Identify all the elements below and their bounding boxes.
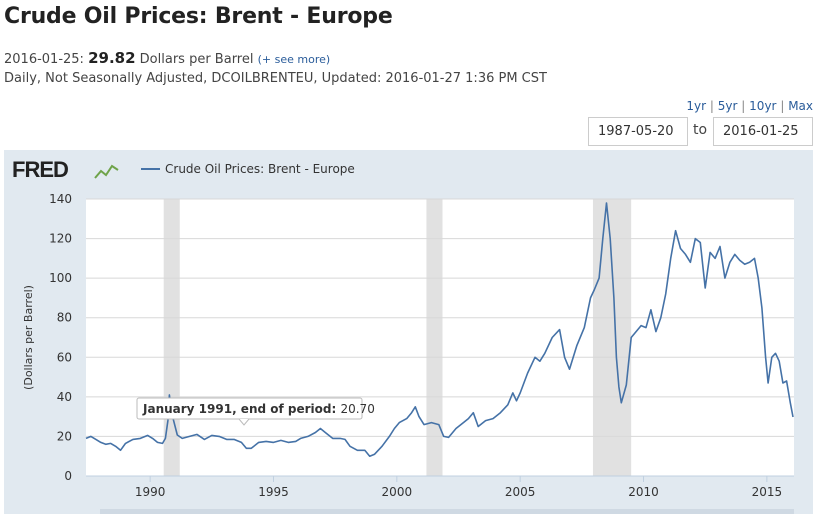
legend-label: Crude Oil Prices: Brent - Europe (165, 162, 355, 176)
x-tick-label: 2010 (628, 485, 659, 499)
range-separator: | (741, 99, 746, 113)
y-tick-label: 120 (49, 232, 72, 246)
to-label: to (693, 122, 708, 138)
series-metadata: Daily, Not Seasonally Adjusted, DCOILBRE… (4, 71, 547, 86)
y-axis-label: (Dollars per Barrel) (22, 285, 35, 390)
x-tick-label: 2000 (382, 485, 413, 499)
fred-graph-icon (94, 164, 119, 179)
range-separator: | (780, 99, 785, 113)
series-line-brent (85, 202, 794, 457)
y-tick-label: 80 (57, 311, 72, 325)
end-date-input[interactable]: 2016-01-25 (713, 117, 813, 146)
y-tick-label: 100 (49, 271, 72, 285)
start-date-input[interactable]: 1987-05-20 (588, 117, 688, 146)
range-1yr-link[interactable]: 1yr (686, 99, 707, 113)
y-tick-label: 20 (57, 429, 72, 443)
tooltip-text: January 1991, end of period: 20.70 (142, 402, 375, 416)
range-navigator[interactable] (100, 509, 794, 514)
tooltip-value: 20.70 (340, 402, 374, 416)
tooltip-box (136, 397, 363, 420)
y-tick-label: 60 (57, 350, 72, 364)
x-tick-label: 2005 (505, 485, 536, 499)
range-max-link[interactable]: Max (788, 99, 813, 113)
observation-date: 2016-01-25: (4, 52, 84, 67)
observation-value: 29.82 (88, 49, 136, 67)
date-range-shortcuts: 1yr | 5yr | 10yr | Max (686, 99, 813, 113)
recession-band (592, 199, 632, 476)
recession-band (426, 199, 443, 476)
page-title: Crude Oil Prices: Brent - Europe (4, 4, 393, 29)
tooltip-pointer (238, 418, 250, 426)
x-tick-label: 1995 (258, 485, 289, 499)
y-tick-label: 40 (57, 390, 72, 404)
x-tick-label: 2015 (752, 485, 783, 499)
y-tick-label: 0 (64, 469, 72, 483)
range-10yr-link[interactable]: 10yr (749, 99, 777, 113)
latest-observation: 2016-01-25: 29.82 Dollars per Barrel (+ … (4, 49, 330, 67)
see-more-link[interactable]: (+ see more) (257, 53, 331, 66)
observation-units: Dollars per Barrel (139, 52, 254, 67)
x-tick-label: 1990 (135, 485, 166, 499)
fred-logo: FRED (12, 157, 69, 182)
range-5yr-link[interactable]: 5yr (717, 99, 738, 113)
tooltip-label: January 1991, end of period: (142, 402, 340, 416)
y-tick-label: 140 (49, 192, 72, 206)
range-separator: | (709, 99, 714, 113)
